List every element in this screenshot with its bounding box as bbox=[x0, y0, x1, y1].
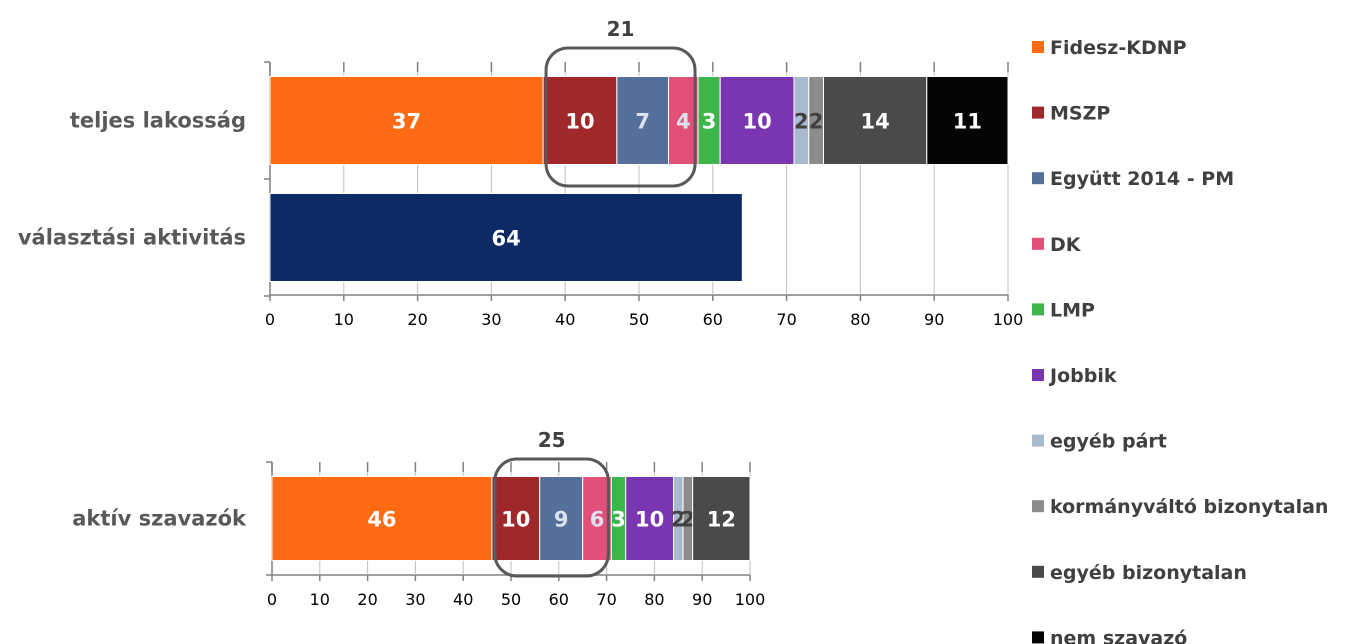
bar-segment-nem-szavazo bbox=[926, 76, 1009, 165]
bar-segment-egyutt-2014-pm bbox=[616, 76, 670, 165]
bar-segment-dk bbox=[668, 76, 699, 165]
bar-segment-egyeb-bizonytalan bbox=[823, 76, 928, 165]
x-tick-label: 70 bbox=[596, 590, 616, 609]
legend-label: Fidesz-KDNP bbox=[1050, 37, 1187, 59]
x-tick-label: 10 bbox=[334, 310, 354, 329]
data-label-mszp: 10 bbox=[501, 508, 530, 532]
legend-swatch bbox=[1032, 303, 1044, 316]
data-label-fidesz-kdnp: 37 bbox=[392, 110, 421, 134]
bar-segment-egyeb-bizonytalan bbox=[692, 476, 751, 561]
legend-swatch bbox=[1032, 434, 1044, 447]
bar-segment-valasztasi-aktivitas bbox=[269, 193, 743, 282]
data-label-kormanyvalto-bizonytalan: 2 bbox=[681, 508, 696, 532]
legend-swatch bbox=[1032, 41, 1044, 53]
category-label-aktiv-szavazok: aktív szavazók bbox=[72, 507, 247, 531]
legend-swatch bbox=[1032, 172, 1044, 185]
x-tick-label: 90 bbox=[924, 310, 944, 329]
bar-segment-dk bbox=[582, 476, 612, 561]
x-tick-label: 40 bbox=[453, 590, 473, 609]
legend-item-dk: DK bbox=[1032, 234, 1082, 256]
x-tick-label: 60 bbox=[703, 310, 723, 329]
legend-item-mszp: MSZP bbox=[1032, 103, 1110, 125]
data-label-egyeb-bizonytalan: 14 bbox=[861, 110, 890, 134]
bar-segment-fidesz-kdnp bbox=[271, 476, 493, 561]
x-tick-label: 80 bbox=[850, 310, 870, 329]
x-tick-label: 90 bbox=[692, 590, 712, 609]
data-label-jobbik: 10 bbox=[742, 110, 771, 134]
legend-item-kormanyvalto-bizonytalan: kormányváltó bizonytalan bbox=[1032, 496, 1328, 518]
legend-item-egyeb-part: egyéb párt bbox=[1032, 431, 1167, 453]
x-tick-label: 80 bbox=[644, 590, 664, 609]
legend: Fidesz-KDNP MSZP Együtt 2014 - PM DK LMP Jobb… bbox=[1032, 37, 1328, 644]
legend-item-jobbik: Jobbik bbox=[1032, 365, 1117, 387]
legend-label: LMP bbox=[1050, 299, 1095, 321]
legend-item-egyeb-bizonytalan: egyéb bizonytalan bbox=[1032, 562, 1247, 584]
data-label-jobbik: 10 bbox=[635, 508, 664, 532]
data-label-egyeb-part: 2 bbox=[671, 508, 686, 532]
x-tick-label: 50 bbox=[629, 310, 649, 329]
group-total-label: 25 bbox=[538, 428, 566, 452]
x-tick-label: 20 bbox=[407, 310, 427, 329]
data-label-egyeb-part: 2 bbox=[794, 110, 809, 134]
x-tick-label: 60 bbox=[549, 590, 569, 609]
x-tick-label: 50 bbox=[501, 590, 521, 609]
data-label-valasztasi-aktivitas: 64 bbox=[492, 227, 521, 251]
legend-label: nem szavazó bbox=[1050, 627, 1187, 644]
data-label-lmp: 3 bbox=[702, 110, 717, 134]
group-bracket bbox=[544, 46, 697, 188]
legend-item-nem-szavazo: nem szavazó bbox=[1032, 627, 1187, 644]
legend-swatch bbox=[1032, 369, 1044, 381]
legend-label: DK bbox=[1050, 234, 1082, 256]
data-label-dk: 4 bbox=[676, 110, 691, 134]
legend-swatch bbox=[1032, 565, 1044, 578]
legend-item-egyutt-2014-pm: Együtt 2014 - PM bbox=[1032, 168, 1234, 190]
x-tick-label: 0 bbox=[265, 310, 275, 329]
legend-label: kormányváltó bizonytalan bbox=[1050, 496, 1328, 518]
data-label-egyutt-2014-pm: 7 bbox=[635, 110, 650, 134]
legend-label: Jobbik bbox=[1048, 365, 1117, 387]
legend-swatch bbox=[1032, 106, 1044, 119]
legend-item-fidesz-kdnp: Fidesz-KDNP bbox=[1032, 37, 1187, 59]
x-tick-label: 100 bbox=[993, 310, 1024, 329]
x-tick-label: 0 bbox=[267, 590, 277, 609]
data-label-egyutt-2014-pm: 9 bbox=[554, 508, 569, 532]
x-tick-label: 100 bbox=[735, 590, 766, 609]
data-label-dk: 6 bbox=[590, 508, 605, 532]
data-label-egyeb-bizonytalan: 12 bbox=[707, 508, 736, 532]
legend-label: egyéb párt bbox=[1050, 431, 1167, 453]
legend-label: MSZP bbox=[1050, 103, 1110, 125]
group-total-label: 21 bbox=[607, 17, 635, 41]
x-tick-label: 10 bbox=[310, 590, 330, 609]
group-bracket bbox=[493, 457, 610, 578]
data-label-fidesz-kdnp: 46 bbox=[367, 508, 396, 532]
bar-segment-jobbik bbox=[719, 76, 795, 165]
legend-swatch bbox=[1032, 631, 1044, 644]
x-tick-label: 30 bbox=[405, 590, 425, 609]
category-label-valasztasi-aktivitas: választási aktivitás bbox=[18, 226, 246, 250]
x-tick-label: 40 bbox=[555, 310, 575, 329]
bar-segment-fidesz-kdnp bbox=[269, 76, 544, 165]
bar-segment-jobbik bbox=[625, 476, 675, 561]
bar-segment-egyutt-2014-pm bbox=[539, 476, 584, 561]
bar-segment-mszp bbox=[491, 476, 541, 561]
x-tick-label: 20 bbox=[357, 590, 377, 609]
category-label-teljes-lakossag: teljes lakosság bbox=[70, 109, 246, 133]
data-label-mszp: 10 bbox=[565, 110, 594, 134]
data-label-lmp: 3 bbox=[611, 508, 626, 532]
legend-label: Együtt 2014 - PM bbox=[1050, 168, 1234, 190]
legend-swatch bbox=[1032, 500, 1044, 513]
x-tick-label: 30 bbox=[481, 310, 501, 329]
chart-active-voters: 0 10 20 30 40 50 60 70 80 90 100 aktív szavazók 46 10… bbox=[72, 428, 765, 609]
legend-label: egyéb bizonytalan bbox=[1050, 562, 1247, 584]
x-tick-label: 70 bbox=[776, 310, 796, 329]
legend-swatch bbox=[1032, 237, 1044, 250]
legend-item-lmp: LMP bbox=[1032, 299, 1095, 321]
data-label-kormanyvalto-bizonytalan: 2 bbox=[809, 110, 824, 134]
data-label-nem-szavazo: 11 bbox=[953, 110, 982, 134]
